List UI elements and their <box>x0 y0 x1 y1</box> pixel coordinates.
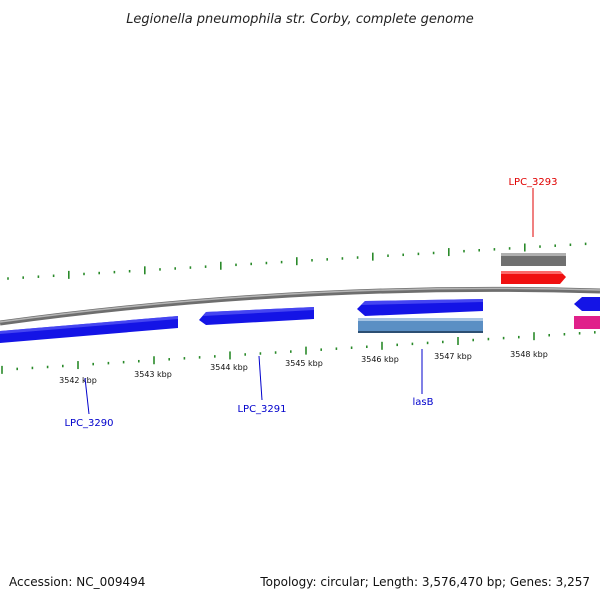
cds-bar-lasb[interactable] <box>358 318 483 332</box>
genome-summary-text: Topology: circular; Length: 3,576,470 bp… <box>259 575 590 589</box>
map-title: Legionella pneumophila str. Corby, compl… <box>126 12 474 27</box>
genome-backbone <box>0 286 600 326</box>
gray-feature-bar-lpc3293[interactable] <box>501 253 566 266</box>
gene-label-lpc3290[interactable]: LPC_3290 <box>64 418 113 429</box>
gene-arrow-highlight <box>501 271 563 274</box>
gray-bar-highlight <box>501 253 566 256</box>
kbp-tick-labels: 3542 kbp 3543 kbp 3544 kbp 3545 kbp 3546 kbp… <box>59 350 548 385</box>
label-line-lpc3290 <box>84 377 90 415</box>
genome-backbone-highlight <box>0 287 600 323</box>
kbp-tick-label: 3542 kbp <box>59 376 97 385</box>
gene-arrow-lpc3293[interactable] <box>501 271 566 284</box>
gc-skew-track-upper <box>7 242 587 280</box>
gene-label-lpc3293[interactable]: LPC_3293 <box>508 177 557 188</box>
kbp-tick-label: 3545 kbp <box>285 359 323 368</box>
gene-label-lpc3291[interactable]: LPC_3291 <box>237 404 286 415</box>
gc-skew-track-lower <box>1 331 596 374</box>
kbp-tick-label: 3547 kbp <box>434 352 472 361</box>
gene-label-lasb[interactable]: lasB <box>413 397 434 408</box>
kbp-tick-label: 3546 kbp <box>361 355 399 364</box>
magenta-feature-bar[interactable] <box>574 316 600 329</box>
cds-bar-shadow <box>358 331 483 333</box>
gene-arrow-offscreen[interactable] <box>574 297 600 311</box>
label-line-lpc3291 <box>258 355 263 401</box>
gene-arrow-highlight <box>361 299 483 305</box>
cds-bar-highlight <box>358 318 483 321</box>
accession-text: Accession: NC_009494 <box>9 575 145 589</box>
kbp-tick-label: 3543 kbp <box>134 370 172 379</box>
kbp-tick-label: 3544 kbp <box>210 363 248 372</box>
gene-arrow-highlight <box>0 316 178 334</box>
gene-arrow-highlight <box>203 307 314 316</box>
kbp-tick-label: 3548 kbp <box>510 350 548 359</box>
